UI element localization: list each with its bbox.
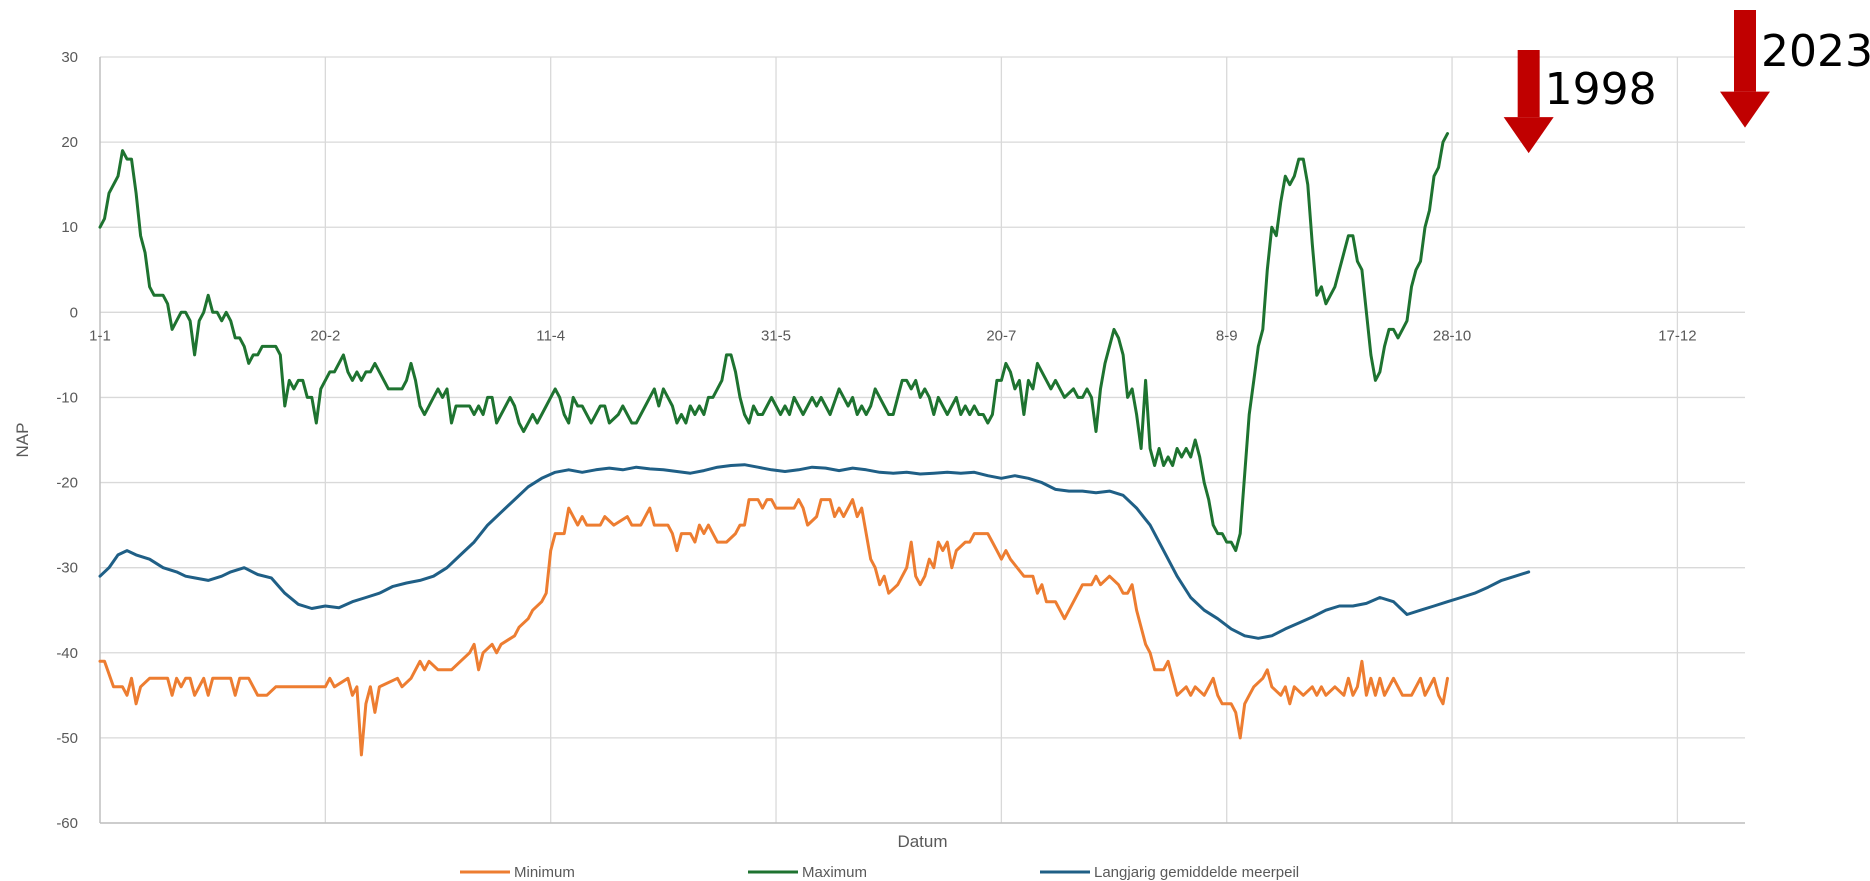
series-lines xyxy=(98,132,1531,757)
arrow-head-icon xyxy=(1720,91,1770,128)
legend-label: Langjarig gemiddelde meerpeil xyxy=(1094,864,1299,881)
y-tick-label: -10 xyxy=(56,389,78,406)
annotation-2023: 2023 xyxy=(1720,10,1870,128)
x-tick-label: 31-5 xyxy=(761,327,791,344)
x-tick-label: 1-1 xyxy=(89,327,111,344)
annotation-label: 1998 xyxy=(1545,64,1657,115)
x-tick-label: 11-4 xyxy=(536,327,565,344)
series-line-langjarig-gemiddelde-meerpeil xyxy=(98,463,1531,640)
series-line-maximum xyxy=(98,132,1449,553)
y-tick-label: 10 xyxy=(61,219,78,236)
y-tick-label: -40 xyxy=(56,645,78,662)
y-tick-label: -50 xyxy=(56,730,78,747)
legend-item: Minimum xyxy=(460,864,575,881)
legend-label: Maximum xyxy=(802,864,867,881)
annotation-1998: 1998 xyxy=(1503,50,1657,154)
x-tick-label: 28-10 xyxy=(1433,327,1471,344)
arrow-head-icon xyxy=(1503,117,1554,154)
x-tick-label: 20-7 xyxy=(986,327,1016,344)
chart-legend: Minimum Maximum Langjarig gemiddelde meerp… xyxy=(460,864,1299,881)
x-axis-ticks: 1-1 20-2 11-4 31-5 20-7 8-9 28-10 17-12 xyxy=(89,327,1696,344)
y-tick-label: -60 xyxy=(56,815,78,832)
y-tick-label: -30 xyxy=(56,560,78,577)
y-tick-label: -20 xyxy=(56,475,78,492)
y-axis-title: NAP xyxy=(13,423,32,458)
x-tick-label: 8-9 xyxy=(1216,327,1238,344)
arrow-down-icon xyxy=(1517,50,1540,118)
y-tick-label: 0 xyxy=(70,304,78,321)
legend-item: Maximum xyxy=(748,864,867,881)
legend-label: Minimum xyxy=(514,864,575,881)
annotations: 1998 2023 xyxy=(1503,10,1870,154)
y-tick-label: 30 xyxy=(61,49,78,66)
x-tick-label: 20-2 xyxy=(310,327,340,344)
legend-item: Langjarig gemiddelde meerpeil xyxy=(1040,864,1299,881)
y-tick-label: 20 xyxy=(61,134,78,151)
x-tick-label: 17-12 xyxy=(1658,327,1696,344)
x-axis-title: Datum xyxy=(897,832,947,851)
series-line-minimum xyxy=(98,498,1449,757)
arrow-down-icon xyxy=(1734,10,1756,92)
chart-grid xyxy=(99,56,1745,824)
annotation-label: 2023 xyxy=(1761,26,1870,77)
y-axis-ticks: 30 20 10 0 -10 -20 -30 -40 -50 -60 xyxy=(56,49,78,832)
